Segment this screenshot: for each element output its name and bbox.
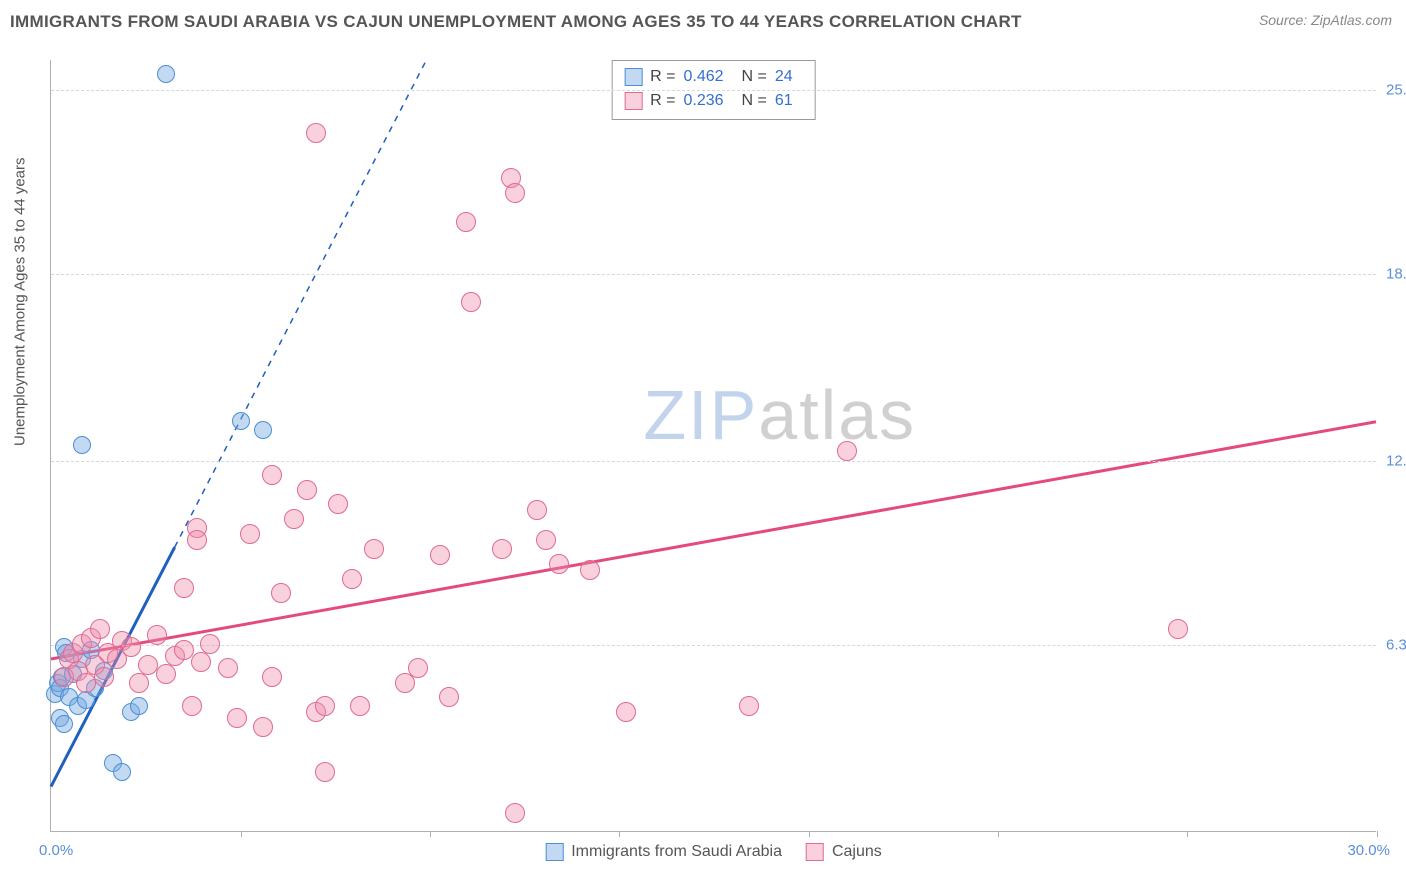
data-point-cajun bbox=[461, 292, 481, 312]
y-tick-label: 6.3% bbox=[1386, 636, 1406, 653]
data-point-cajun bbox=[284, 509, 304, 529]
data-point-cajun bbox=[492, 539, 512, 559]
data-point-saudi bbox=[73, 436, 91, 454]
data-point-cajun bbox=[580, 560, 600, 580]
data-point-cajun bbox=[456, 212, 476, 232]
data-point-cajun bbox=[271, 583, 291, 603]
x-axis-max-label: 30.0% bbox=[1347, 842, 1390, 859]
data-point-cajun bbox=[536, 530, 556, 550]
data-point-saudi bbox=[254, 421, 272, 439]
legend-label: Cajuns bbox=[832, 843, 882, 861]
data-point-cajun bbox=[315, 762, 335, 782]
data-point-cajun bbox=[549, 554, 569, 574]
data-point-cajun bbox=[187, 530, 207, 550]
data-point-cajun bbox=[262, 667, 282, 687]
gridline bbox=[51, 461, 1376, 462]
data-point-saudi bbox=[232, 412, 250, 430]
r-value: 0.462 bbox=[684, 65, 734, 89]
data-point-cajun bbox=[315, 696, 335, 716]
data-point-cajun bbox=[505, 803, 525, 823]
n-label: N = bbox=[742, 89, 767, 113]
data-point-saudi bbox=[113, 763, 131, 781]
swatch-saudi bbox=[624, 68, 642, 86]
y-tick-label: 25.0% bbox=[1386, 81, 1406, 98]
swatch-cajun bbox=[806, 843, 824, 861]
stats-row-saudi: R = 0.462 N = 24 bbox=[624, 65, 803, 89]
data-point-cajun bbox=[191, 652, 211, 672]
data-point-cajun bbox=[297, 480, 317, 500]
n-label: N = bbox=[742, 65, 767, 89]
r-value: 0.236 bbox=[684, 89, 734, 113]
stats-row-cajun: R = 0.236 N = 61 bbox=[624, 89, 803, 113]
data-point-cajun bbox=[200, 634, 220, 654]
data-point-cajun bbox=[147, 625, 167, 645]
x-tick bbox=[241, 831, 242, 837]
chart-title: IMMIGRANTS FROM SAUDI ARABIA VS CAJUN UN… bbox=[10, 12, 1022, 32]
x-tick bbox=[998, 831, 999, 837]
data-point-cajun bbox=[174, 640, 194, 660]
data-point-cajun bbox=[527, 500, 547, 520]
plot-area: ZIPatlas R =0.462N =24R =0.236N =61 0.0%… bbox=[50, 60, 1376, 832]
data-point-cajun bbox=[218, 658, 238, 678]
data-point-cajun bbox=[505, 183, 525, 203]
data-point-cajun bbox=[306, 123, 326, 143]
data-point-cajun bbox=[342, 569, 362, 589]
data-point-cajun bbox=[739, 696, 759, 716]
legend-item-saudi: Immigrants from Saudi Arabia bbox=[545, 843, 782, 861]
data-point-saudi bbox=[55, 715, 73, 733]
x-tick bbox=[809, 831, 810, 837]
x-tick bbox=[430, 831, 431, 837]
data-point-cajun bbox=[156, 664, 176, 684]
gridline bbox=[51, 90, 1376, 91]
gridline bbox=[51, 274, 1376, 275]
swatch-cajun bbox=[624, 92, 642, 110]
legend-item-cajun: Cajuns bbox=[806, 843, 882, 861]
data-point-cajun bbox=[328, 494, 348, 514]
source-label: Source: ZipAtlas.com bbox=[1259, 12, 1392, 28]
y-tick-label: 18.8% bbox=[1386, 265, 1406, 282]
data-point-cajun bbox=[182, 696, 202, 716]
x-tick bbox=[1377, 831, 1378, 837]
data-point-cajun bbox=[439, 687, 459, 707]
trend-lines bbox=[51, 60, 1376, 831]
data-point-cajun bbox=[1168, 619, 1188, 639]
r-label: R = bbox=[650, 65, 675, 89]
r-label: R = bbox=[650, 89, 675, 113]
n-value: 61 bbox=[775, 89, 803, 113]
data-point-saudi bbox=[130, 697, 148, 715]
y-axis-title: Unemployment Among Ages 35 to 44 years bbox=[12, 157, 29, 446]
data-point-cajun bbox=[90, 619, 110, 639]
y-tick-label: 12.5% bbox=[1386, 452, 1406, 469]
data-point-cajun bbox=[408, 658, 428, 678]
data-point-cajun bbox=[364, 539, 384, 559]
data-point-cajun bbox=[262, 465, 282, 485]
gridline bbox=[51, 645, 1376, 646]
data-point-cajun bbox=[430, 545, 450, 565]
data-point-saudi bbox=[157, 65, 175, 83]
x-tick bbox=[1187, 831, 1188, 837]
data-point-cajun bbox=[253, 717, 273, 737]
legend-label: Immigrants from Saudi Arabia bbox=[571, 843, 782, 861]
data-point-cajun bbox=[837, 441, 857, 461]
data-point-cajun bbox=[174, 578, 194, 598]
data-point-cajun bbox=[616, 702, 636, 722]
series-legend: Immigrants from Saudi Arabia Cajuns bbox=[545, 843, 882, 861]
data-point-cajun bbox=[240, 524, 260, 544]
data-point-cajun bbox=[129, 673, 149, 693]
x-tick bbox=[619, 831, 620, 837]
data-point-cajun bbox=[121, 637, 141, 657]
swatch-saudi bbox=[545, 843, 563, 861]
x-axis-min-label: 0.0% bbox=[39, 842, 73, 859]
n-value: 24 bbox=[775, 65, 803, 89]
data-point-cajun bbox=[94, 667, 114, 687]
data-point-cajun bbox=[227, 708, 247, 728]
plot-inner: ZIPatlas R =0.462N =24R =0.236N =61 bbox=[51, 60, 1376, 831]
data-point-cajun bbox=[350, 696, 370, 716]
